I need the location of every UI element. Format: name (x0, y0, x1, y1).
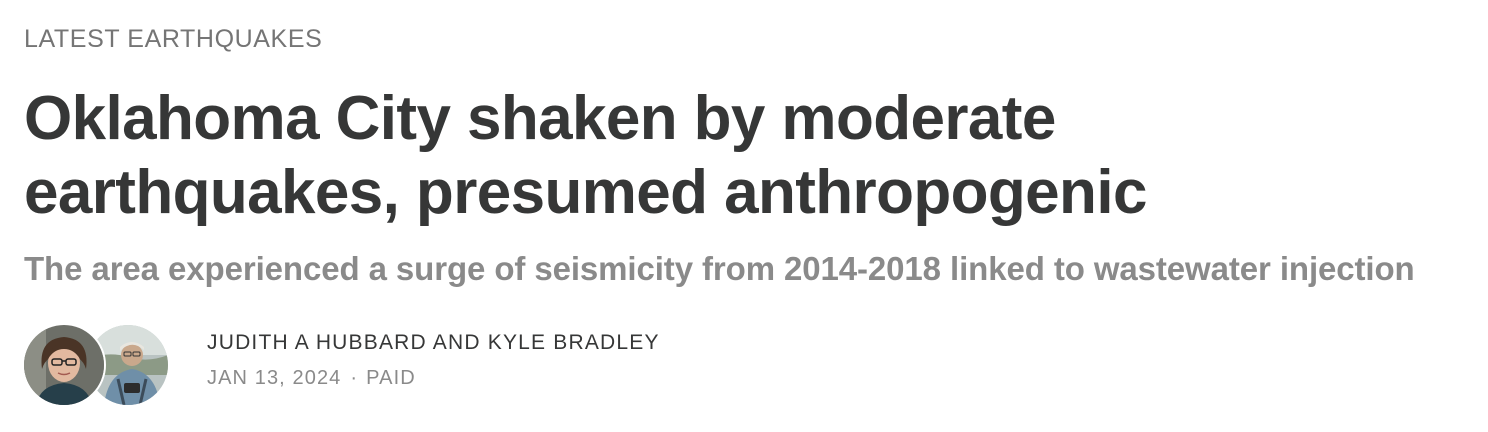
post-access-label: PAID (366, 367, 416, 389)
post-date: JAN 13, 2024 (207, 367, 342, 389)
avatar-photo (24, 325, 104, 405)
post-title: Oklahoma City shaken by moderate earthqu… (24, 84, 1147, 227)
byline-text: JUDITH A HUBBARD AND KYLE BRADLEY JAN 13… (207, 331, 660, 390)
byline: JUDITH A HUBBARD AND KYLE BRADLEY JAN 13… (22, 323, 824, 407)
author-avatar-judith-hubbard[interactable] (22, 323, 106, 407)
author-avatars (22, 323, 170, 407)
section-label[interactable]: LATEST EARTHQUAKES (24, 25, 323, 53)
post-meta: JAN 13, 2024 · PAID (207, 367, 660, 390)
byline-authors[interactable]: JUDITH A HUBBARD AND KYLE BRADLEY (207, 331, 660, 354)
post-subtitle: The area experienced a surge of seismici… (24, 250, 1415, 287)
meta-separator: · (350, 367, 359, 389)
